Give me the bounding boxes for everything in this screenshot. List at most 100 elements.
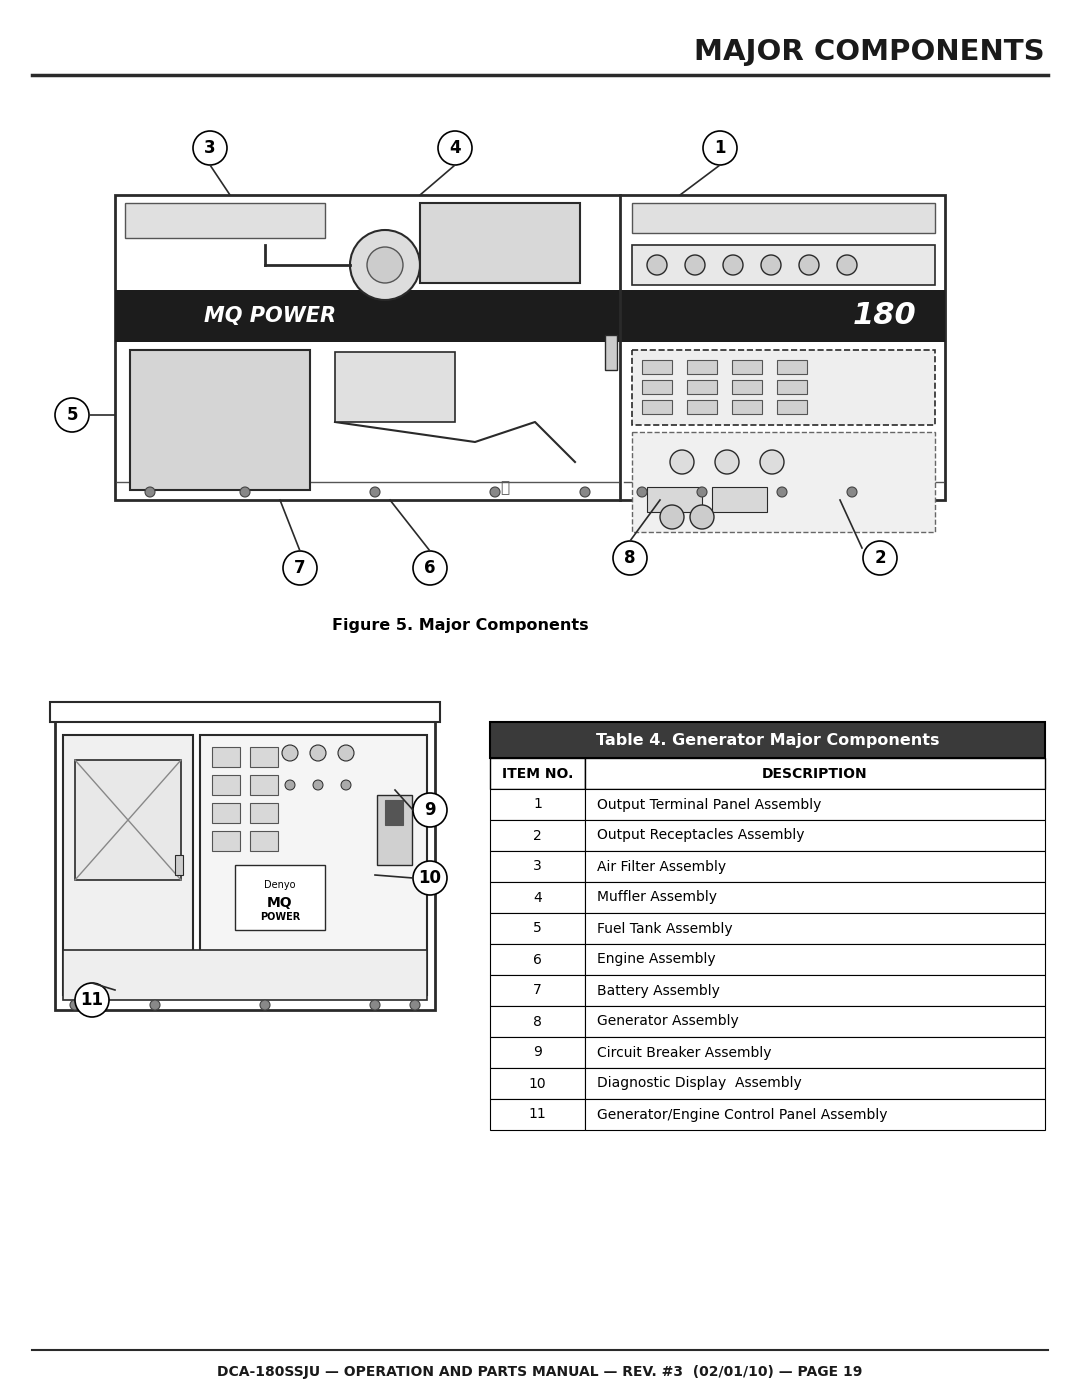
Bar bbox=[490, 1037, 585, 1067]
Bar bbox=[114, 196, 945, 500]
Text: DESCRIPTION: DESCRIPTION bbox=[762, 767, 868, 781]
Bar bbox=[212, 803, 240, 823]
Bar bbox=[585, 1006, 1045, 1037]
Circle shape bbox=[75, 983, 109, 1017]
Text: Battery Assembly: Battery Assembly bbox=[597, 983, 720, 997]
Bar bbox=[585, 1067, 1045, 1099]
Bar bbox=[490, 1006, 585, 1037]
Bar bbox=[249, 803, 278, 823]
Bar bbox=[585, 820, 1045, 851]
Bar bbox=[585, 759, 1045, 789]
Circle shape bbox=[703, 131, 737, 165]
Circle shape bbox=[760, 450, 784, 474]
Bar bbox=[212, 831, 240, 851]
Circle shape bbox=[660, 504, 684, 529]
Bar bbox=[490, 820, 585, 851]
Bar bbox=[490, 1099, 585, 1130]
Text: MQ POWER: MQ POWER bbox=[204, 306, 336, 326]
Bar bbox=[585, 1099, 1045, 1130]
Bar bbox=[212, 747, 240, 767]
Bar bbox=[687, 400, 717, 414]
Circle shape bbox=[413, 550, 447, 585]
Bar bbox=[490, 789, 585, 820]
Bar bbox=[632, 351, 935, 425]
Circle shape bbox=[670, 450, 694, 474]
Bar bbox=[130, 351, 310, 490]
Text: 6: 6 bbox=[424, 559, 435, 577]
Bar bbox=[642, 380, 672, 394]
Text: 4: 4 bbox=[534, 890, 542, 904]
Bar bbox=[249, 775, 278, 795]
Circle shape bbox=[580, 488, 590, 497]
Circle shape bbox=[313, 780, 323, 789]
Bar bbox=[75, 760, 181, 880]
Bar bbox=[175, 855, 183, 875]
Text: 1: 1 bbox=[534, 798, 542, 812]
Bar bbox=[777, 400, 807, 414]
Circle shape bbox=[150, 1000, 160, 1010]
Circle shape bbox=[490, 488, 500, 497]
Circle shape bbox=[777, 488, 787, 497]
Circle shape bbox=[413, 861, 447, 895]
Circle shape bbox=[341, 780, 351, 789]
Text: 10: 10 bbox=[419, 869, 442, 887]
Circle shape bbox=[761, 256, 781, 275]
Bar bbox=[585, 975, 1045, 1006]
Bar bbox=[63, 735, 193, 995]
Text: Output Receptacles Assembly: Output Receptacles Assembly bbox=[597, 828, 805, 842]
Text: 2: 2 bbox=[534, 828, 542, 842]
Bar bbox=[585, 882, 1045, 914]
Circle shape bbox=[370, 488, 380, 497]
Text: ⎈: ⎈ bbox=[500, 481, 510, 495]
Bar bbox=[642, 400, 672, 414]
Bar bbox=[114, 291, 945, 342]
Bar bbox=[249, 831, 278, 851]
Bar bbox=[687, 380, 717, 394]
Circle shape bbox=[367, 247, 403, 284]
Bar bbox=[490, 1067, 585, 1099]
Text: MAJOR COMPONENTS: MAJOR COMPONENTS bbox=[694, 38, 1045, 66]
Circle shape bbox=[847, 488, 858, 497]
Text: 2: 2 bbox=[874, 549, 886, 567]
Text: Circuit Breaker Assembly: Circuit Breaker Assembly bbox=[597, 1045, 771, 1059]
Text: Output Terminal Panel Assembly: Output Terminal Panel Assembly bbox=[597, 798, 822, 812]
Text: 3: 3 bbox=[534, 859, 542, 873]
Bar bbox=[490, 975, 585, 1006]
Text: DCA-180SSJU — OPERATION AND PARTS MANUAL — REV. #3  (02/01/10) — PAGE 19: DCA-180SSJU — OPERATION AND PARTS MANUAL… bbox=[217, 1365, 863, 1379]
Text: 6: 6 bbox=[534, 953, 542, 967]
Text: Figure 5. Major Components: Figure 5. Major Components bbox=[332, 617, 589, 633]
Bar bbox=[732, 400, 762, 414]
Text: Muffler Assembly: Muffler Assembly bbox=[597, 890, 717, 904]
Circle shape bbox=[685, 256, 705, 275]
Circle shape bbox=[690, 504, 714, 529]
Text: 4: 4 bbox=[449, 138, 461, 156]
Text: Generator/Engine Control Panel Assembly: Generator/Engine Control Panel Assembly bbox=[597, 1108, 888, 1122]
Bar bbox=[777, 380, 807, 394]
Circle shape bbox=[413, 793, 447, 827]
Text: ITEM NO.: ITEM NO. bbox=[502, 767, 573, 781]
Text: Denyo: Denyo bbox=[265, 880, 296, 890]
Bar bbox=[212, 775, 240, 795]
Bar bbox=[642, 360, 672, 374]
Bar bbox=[55, 719, 435, 1010]
Text: 11: 11 bbox=[81, 990, 104, 1009]
Text: 8: 8 bbox=[534, 1014, 542, 1028]
Circle shape bbox=[438, 131, 472, 165]
Circle shape bbox=[70, 1000, 80, 1010]
Bar bbox=[632, 432, 935, 532]
Bar bbox=[490, 944, 585, 975]
Circle shape bbox=[338, 745, 354, 761]
Text: 8: 8 bbox=[624, 549, 636, 567]
Bar bbox=[490, 914, 585, 944]
Circle shape bbox=[240, 488, 249, 497]
Bar bbox=[585, 1037, 1045, 1067]
Text: 7: 7 bbox=[534, 983, 542, 997]
Text: 11: 11 bbox=[528, 1108, 546, 1122]
Bar bbox=[585, 914, 1045, 944]
Text: Fuel Tank Assembly: Fuel Tank Assembly bbox=[597, 922, 732, 936]
Circle shape bbox=[723, 256, 743, 275]
Bar bbox=[490, 851, 585, 882]
Bar bbox=[585, 851, 1045, 882]
Bar bbox=[384, 800, 403, 826]
Text: POWER: POWER bbox=[260, 912, 300, 922]
